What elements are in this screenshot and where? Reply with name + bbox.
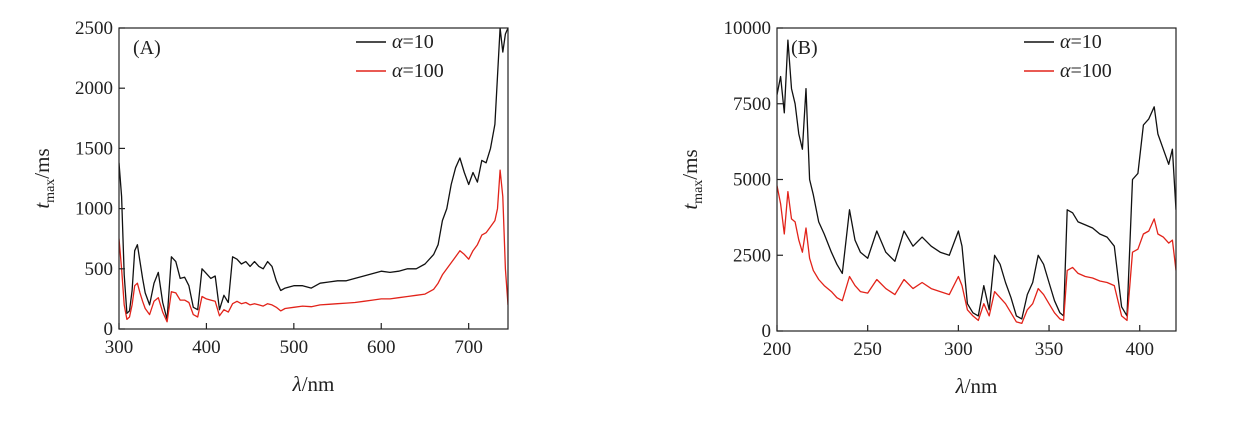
x-tick-label: 350 [1035, 339, 1064, 360]
y-tick-label: 0 [762, 321, 772, 342]
y-tick-label: 2000 [75, 78, 113, 99]
x-tick-label: 250 [853, 339, 882, 360]
x-axis-label: λ/nm [955, 374, 998, 398]
legend-label-alpha-10: α=10 [1060, 31, 1102, 53]
y-axis-label: tmax/ms [678, 149, 706, 209]
x-tick-label: 400 [1125, 339, 1154, 360]
panel-label: (B) [791, 37, 818, 59]
legend-label-alpha-100: α=100 [392, 60, 444, 82]
x-tick-label: 700 [454, 337, 483, 358]
panel-label: (A) [133, 37, 161, 59]
series-line-alpha-100 [119, 169, 508, 323]
x-axis-label: λ/nm [292, 372, 335, 396]
x-tick-label: 600 [367, 337, 396, 358]
x-tick-label: 200 [763, 339, 792, 360]
legend-label-alpha-100: α=100 [1060, 60, 1112, 82]
y-tick-label: 2500 [733, 245, 771, 266]
series-line-alpha-10 [119, 28, 508, 321]
y-tick-label: 1500 [75, 138, 113, 159]
y-tick-label: 500 [85, 259, 114, 280]
x-tick-label: 300 [944, 339, 973, 360]
series-line-alpha-10 [777, 39, 1176, 320]
plot-frame [776, 27, 1177, 332]
y-tick-label: 2500 [75, 18, 113, 39]
y-axis-label: tmax/ms [30, 148, 58, 208]
x-tick-label: 300 [105, 337, 134, 358]
legend-label-alpha-10: α=10 [392, 31, 434, 53]
chart-panel-b: 200 250 300 350 400 0 2500 5000 7500 10000 λ/nm tma… [678, 18, 1177, 398]
x-tick-label: 500 [280, 337, 309, 358]
chart-panel-a: 300 400 500 600 700 0 500 1000 1500 2000 2500 λ/nm t… [30, 18, 509, 396]
y-tick-label: 0 [104, 319, 114, 340]
series-line-alpha-100 [777, 185, 1176, 325]
y-tick-label: 1000 [75, 199, 113, 220]
x-tick-label: 400 [192, 337, 221, 358]
y-tick-label: 7500 [733, 94, 771, 115]
plot-frame [118, 27, 509, 330]
y-tick-label: 5000 [733, 170, 771, 191]
y-tick-label: 10000 [724, 18, 772, 39]
